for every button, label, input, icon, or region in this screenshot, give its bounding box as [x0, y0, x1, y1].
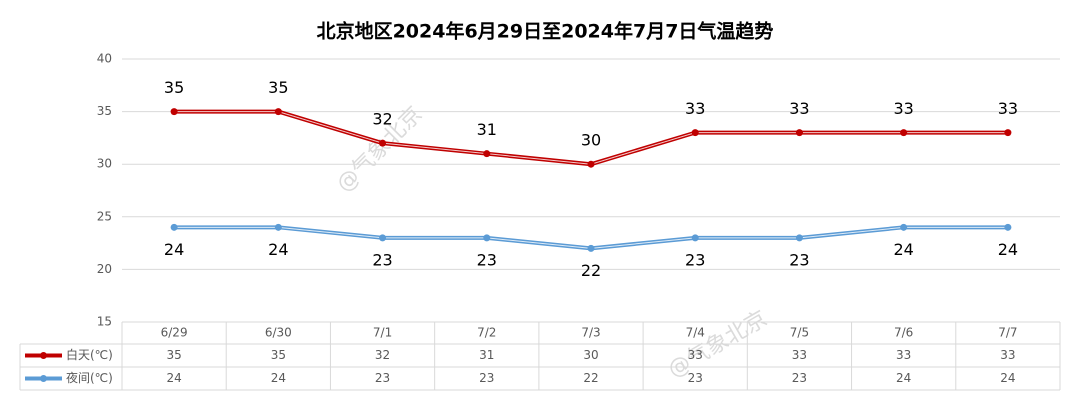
chart-title: 北京地区2024年6月29日至2024年7月7日气温趋势	[317, 20, 774, 43]
y-tick-label: 15	[97, 315, 112, 329]
table-cell: 33	[1000, 348, 1015, 362]
y-tick-label: 20	[97, 262, 112, 276]
table-cell: 35	[271, 348, 286, 362]
watermark: @气象北京	[664, 306, 772, 383]
data-label: 33	[789, 99, 809, 118]
x-tick-label: 7/1	[373, 326, 392, 340]
data-label: 23	[789, 250, 809, 269]
y-tick-label: 35	[97, 104, 112, 118]
data-point	[1004, 223, 1012, 231]
data-label: 23	[477, 250, 497, 269]
data-point	[900, 129, 908, 137]
data-label: 33	[685, 99, 705, 118]
table-cell: 35	[166, 348, 181, 362]
data-point	[379, 139, 387, 147]
data-point	[483, 234, 491, 242]
table-cell: 33	[896, 348, 911, 362]
table-cell: 23	[792, 371, 807, 385]
x-tick-label: 7/2	[477, 326, 496, 340]
data-point	[170, 223, 178, 231]
x-tick-label: 7/5	[790, 326, 809, 340]
data-label: 35	[164, 78, 184, 97]
data-label: 24	[998, 240, 1018, 259]
data-label: 30	[581, 131, 601, 150]
table-cell: 22	[583, 371, 598, 385]
data-label: 32	[372, 110, 392, 129]
data-point	[483, 150, 491, 158]
x-tick-label: 7/3	[581, 326, 600, 340]
legend-swatch-marker	[40, 375, 47, 382]
x-tick-label: 6/29	[161, 326, 188, 340]
data-label: 24	[164, 240, 184, 259]
y-tick-label: 25	[97, 209, 112, 223]
table-cell: 33	[792, 348, 807, 362]
data-point	[274, 108, 282, 116]
x-tick-label: 7/7	[998, 326, 1017, 340]
data-point	[691, 129, 699, 137]
y-tick-label: 30	[97, 157, 112, 171]
x-tick-label: 7/6	[894, 326, 913, 340]
table-cell: 32	[375, 348, 390, 362]
data-point	[587, 160, 595, 168]
data-point	[900, 223, 908, 231]
data-label: 22	[581, 261, 601, 280]
data-point	[587, 244, 595, 252]
legend-swatch-marker	[40, 352, 47, 359]
data-label: 24	[893, 240, 913, 259]
legend-label: 白天(℃)	[66, 347, 113, 362]
data-label: 33	[893, 99, 913, 118]
data-point	[274, 223, 282, 231]
data-label: 23	[685, 250, 705, 269]
table-cell: 23	[688, 371, 703, 385]
data-label: 23	[372, 250, 392, 269]
table-cell: 23	[479, 371, 494, 385]
table-cell: 33	[688, 348, 703, 362]
x-tick-label: 7/4	[686, 326, 705, 340]
data-point	[379, 234, 387, 242]
table-cell: 23	[375, 371, 390, 385]
table-cell: 24	[166, 371, 181, 385]
data-point	[795, 129, 803, 137]
table-cell: 24	[896, 371, 911, 385]
table-cell: 24	[271, 371, 286, 385]
table-cell: 24	[1000, 371, 1015, 385]
x-tick-label: 6/30	[265, 326, 292, 340]
data-label: 35	[268, 78, 288, 97]
data-label: 31	[477, 120, 497, 139]
data-point	[691, 234, 699, 242]
y-tick-label: 40	[97, 52, 112, 66]
legend-label: 夜间(℃)	[66, 370, 113, 385]
data-point	[795, 234, 803, 242]
data-point	[1004, 129, 1012, 137]
table-cell: 30	[583, 348, 598, 362]
data-point	[170, 108, 178, 116]
data-label: 24	[268, 240, 288, 259]
data-label: 33	[998, 99, 1018, 118]
table-cell: 31	[479, 348, 494, 362]
